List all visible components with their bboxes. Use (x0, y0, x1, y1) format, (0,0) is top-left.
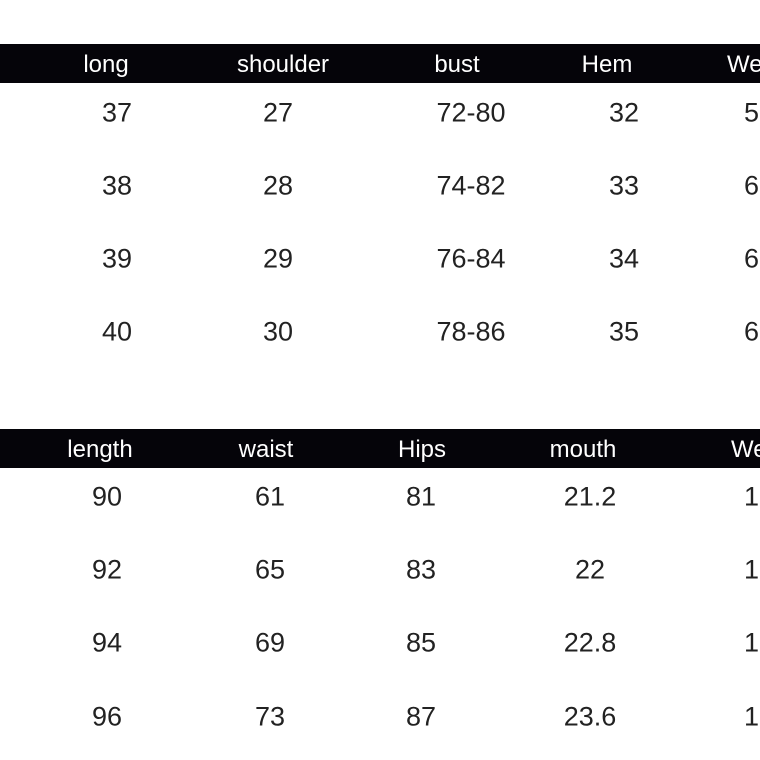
table-cell: 30 (262, 316, 294, 347)
table-cell: 69 (254, 627, 286, 658)
table-cell: 85 (405, 627, 437, 658)
column-header: Hem (581, 51, 633, 78)
table-cell: 1 (744, 701, 760, 732)
table-cell: 33 (608, 170, 640, 201)
table-cell: 35 (608, 316, 640, 347)
table-cell: 90 (91, 481, 123, 512)
column-header: We (727, 51, 760, 78)
table-cell: 22.8 (563, 627, 617, 658)
table-cell: 83 (405, 554, 437, 585)
table-cell: 38 (101, 170, 133, 201)
table-cell: 61 (254, 481, 286, 512)
table-cell: 76-84 (436, 243, 506, 274)
table-cell: 21.2 (563, 481, 617, 512)
table-cell: 34 (608, 243, 640, 274)
table-cell: 22 (574, 554, 606, 585)
table-cell: 6 (744, 243, 760, 274)
table-cell: 94 (91, 627, 123, 658)
table-cell: 1 (744, 481, 760, 512)
column-header: shoulder (236, 51, 330, 78)
column-header: Hips (397, 436, 447, 463)
table-cell: 6 (744, 170, 760, 201)
table-cell: 23.6 (563, 701, 617, 732)
header-bar (0, 44, 760, 83)
table-cell: 39 (101, 243, 133, 274)
column-header: mouth (549, 436, 617, 463)
table-cell: 65 (254, 554, 286, 585)
column-header: waist (238, 436, 294, 463)
table-cell: 96 (91, 701, 123, 732)
table-cell: 73 (254, 701, 286, 732)
table-cell: 5 (744, 97, 760, 128)
table-cell: 27 (262, 97, 294, 128)
table-cell: 28 (262, 170, 294, 201)
table-cell: 87 (405, 701, 437, 732)
table-cell: 29 (262, 243, 294, 274)
column-header: long (83, 51, 129, 78)
table-cell: 92 (91, 554, 123, 585)
table-cell: 72-80 (436, 97, 506, 128)
column-header: bust (434, 51, 480, 78)
table-cell: 37 (101, 97, 133, 128)
table-cell: 40 (101, 316, 133, 347)
header-bar (0, 429, 760, 468)
table-cell: 6 (744, 316, 760, 347)
table-cell: 32 (608, 97, 640, 128)
column-header: We (731, 436, 760, 463)
column-header: length (67, 436, 133, 463)
table-cell: 78-86 (436, 316, 506, 347)
table-cell: 1 (744, 554, 760, 585)
table-cell: 81 (405, 481, 437, 512)
table-cell: 1 (744, 627, 760, 658)
table-cell: 74-82 (436, 170, 506, 201)
